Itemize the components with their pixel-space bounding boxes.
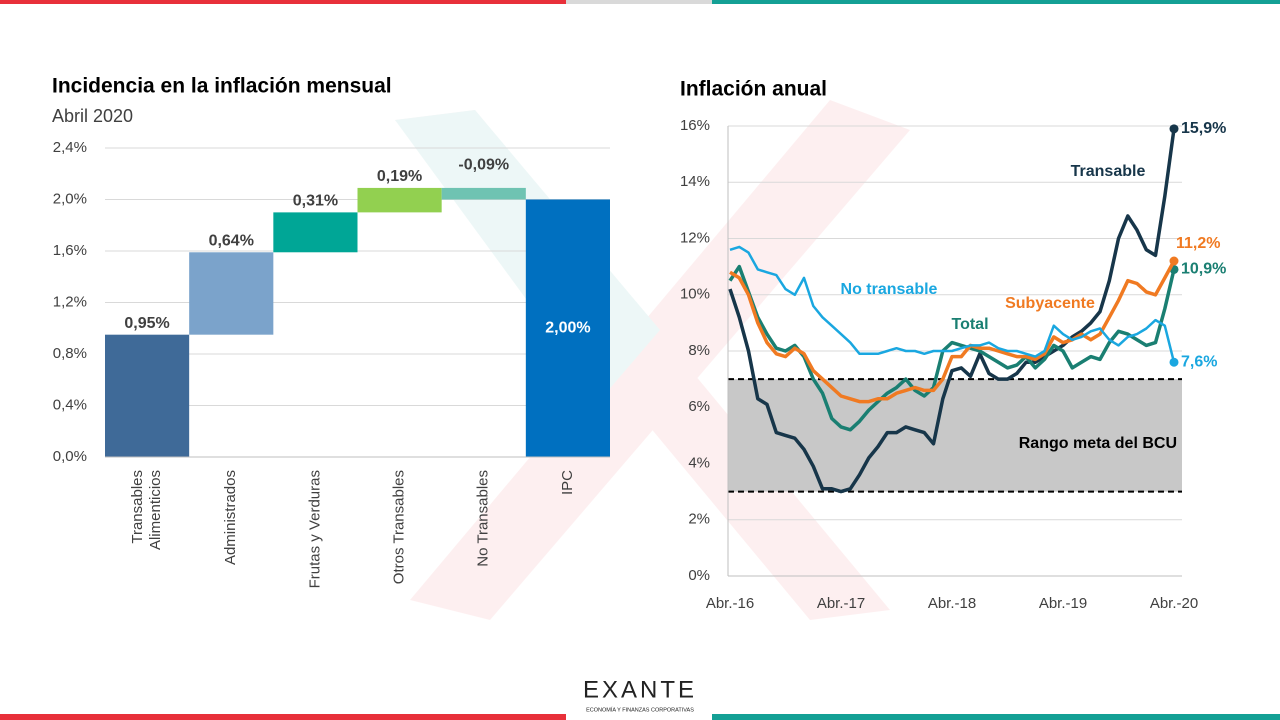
y-tick-label: 0% (688, 567, 710, 584)
x-tick-label: Administrados (222, 470, 239, 565)
series-line (729, 260, 1176, 404)
end-label: 11,2% (1176, 235, 1220, 252)
x-tick-label: Abr.-18 (928, 595, 976, 612)
y-tick-label: 2% (688, 511, 710, 528)
value-label: 2,00% (545, 319, 590, 336)
x-tick-label: Abr.-16 (706, 595, 754, 612)
y-tick-label: 0,8% (53, 345, 87, 362)
end-point (1169, 357, 1179, 367)
top-bar-red (0, 0, 566, 4)
series-label: Transable (1071, 163, 1146, 180)
chart-title: Incidencia en la inflación mensual (52, 75, 392, 98)
series-line (728, 128, 1176, 494)
band-label: Rango meta del BCU (1019, 435, 1177, 452)
bottom-bar-teal (712, 714, 1280, 720)
bar (441, 187, 526, 200)
y-tick-label: 14% (680, 173, 710, 190)
series-label: Subyacente (1005, 295, 1095, 312)
x-tick-label: Frutas y Verduras (306, 470, 323, 588)
series-line (729, 245, 1176, 363)
value-label: 0,95% (124, 315, 169, 332)
end-point (1169, 124, 1179, 134)
end-label: 10,9% (1181, 261, 1226, 278)
bottom-bar-red (0, 714, 566, 720)
x-tick-label: Abr.-17 (817, 595, 865, 612)
y-tick-label: 2,0% (53, 190, 87, 207)
end-point (1169, 256, 1179, 266)
y-tick-label: 4% (688, 454, 710, 471)
value-label: -0,09% (458, 157, 509, 174)
value-label: 0,31% (293, 193, 338, 210)
y-tick-label: 8% (688, 342, 710, 359)
chart-subtitle: Abril 2020 (52, 106, 133, 126)
x-tick-label: No Transables (475, 470, 492, 567)
x-tick-label: Otros Transables (391, 470, 408, 584)
bar (273, 212, 358, 253)
value-label: 0,64% (209, 233, 254, 250)
target-band (728, 379, 1182, 492)
top-bar-gray (566, 0, 712, 4)
bar (525, 199, 610, 457)
y-tick-label: 12% (680, 229, 710, 246)
y-tick-label: 0,4% (53, 396, 87, 413)
bar (357, 187, 442, 213)
y-tick-label: 6% (688, 398, 710, 415)
series-label: No transable (841, 281, 938, 298)
watermark (395, 100, 910, 620)
tagline: ECONOMÍA Y FINANZAS CORPORATIVAS (586, 706, 694, 713)
chart-title: Inflación anual (680, 78, 827, 101)
brand: EXANTE (583, 676, 697, 703)
y-tick-label: 0,0% (53, 448, 87, 465)
y-tick-label: 16% (680, 117, 710, 134)
bar (189, 252, 274, 335)
end-label: 15,9% (1181, 120, 1226, 137)
x-tick-label: IPC (559, 470, 576, 495)
x-tick-label: Abr.-20 (1150, 595, 1198, 612)
x-tick-label: Abr.-19 (1039, 595, 1087, 612)
top-bar-teal (712, 0, 1280, 4)
end-label: 7,6% (1181, 353, 1217, 370)
bar (105, 334, 190, 457)
y-tick-label: 2,4% (53, 139, 87, 156)
y-tick-label: 10% (680, 286, 710, 303)
x-tick-label: TransablesAlimenticios (129, 470, 164, 550)
y-tick-label: 1,2% (53, 293, 87, 310)
value-label: 0,19% (377, 168, 422, 185)
series-label: Total (951, 316, 988, 333)
y-tick-label: 1,6% (53, 242, 87, 259)
